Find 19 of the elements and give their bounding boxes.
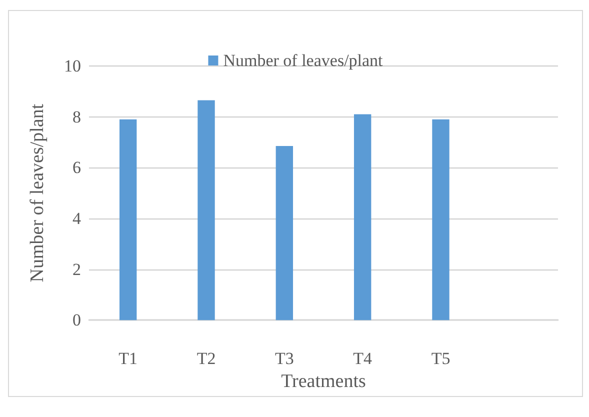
bar [198, 100, 215, 320]
bar [276, 146, 294, 320]
x-tick-label: T2 [196, 349, 216, 368]
x-axis-title: Treatments [281, 371, 366, 392]
bar [432, 119, 450, 320]
x-tick-label: T1 [118, 349, 138, 368]
x-tick-label: T5 [431, 349, 450, 368]
y-tick-label: 8 [72, 107, 81, 126]
x-tick-label: T4 [353, 349, 373, 368]
y-tick-label: 10 [64, 56, 81, 76]
y-axis-title: Number of leaves/plant [27, 103, 48, 282]
bar [119, 119, 137, 320]
y-tick-label: 6 [72, 158, 81, 178]
legend-label: Number of leaves/plant [223, 51, 384, 70]
y-tick-label: 2 [72, 260, 81, 279]
bar [354, 114, 372, 320]
y-tick-label: 0 [72, 310, 81, 330]
x-tick-label: T3 [274, 349, 294, 368]
y-tick-label: 4 [72, 208, 82, 228]
